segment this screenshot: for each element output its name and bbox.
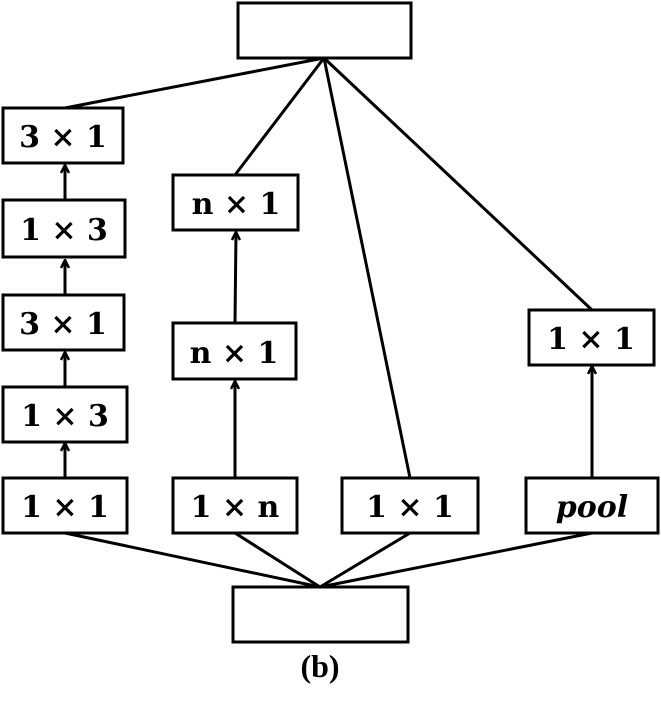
svg-text:1 × 1: 1 × 1 <box>547 322 635 357</box>
edge-input-to-b2 <box>234 531 321 589</box>
input-box <box>231 585 410 644</box>
b2-conv-1xn: 1 × n <box>171 476 299 535</box>
edge-b2-to-output <box>233 57 326 176</box>
edge-input-to-b4 <box>319 531 593 589</box>
svg-text:1 × 3: 1 × 3 <box>21 399 109 434</box>
b3-conv-1x1: 1 × 1 <box>340 476 480 535</box>
edge-input-to-b1 <box>64 531 321 589</box>
b1-conv-1x3-upper: 1 × 3 <box>1 198 127 259</box>
svg-text:1 × 1: 1 × 1 <box>21 490 109 525</box>
edge-b4-to-output <box>322 56 594 312</box>
b1-conv-1x1: 1 × 1 <box>1 476 129 535</box>
svg-text:pool: pool <box>556 490 628 525</box>
b1-conv-3x1-upper: 3 × 1 <box>1 106 125 165</box>
edge-input-to-b3 <box>319 531 411 589</box>
figure-caption: (b) <box>300 648 339 684</box>
svg-text:3 × 1: 3 × 1 <box>19 120 107 155</box>
b1-conv-1x3-lower: 1 × 3 <box>1 385 129 444</box>
b1-conv-3x1-lower: 3 × 1 <box>1 293 126 352</box>
edge-b1-to-output <box>64 56 325 110</box>
svg-text:1 × 1: 1 × 1 <box>366 490 454 525</box>
b2-conv-nx1-upper: n × 1 <box>171 173 300 232</box>
svg-text:n × 1: n × 1 <box>192 187 281 222</box>
edge-b3-to-output <box>322 57 412 479</box>
svg-text:3 × 1: 3 × 1 <box>19 307 107 342</box>
output-box <box>236 1 413 60</box>
arrow-b2-2 <box>235 232 236 324</box>
svg-text:1 × 3: 1 × 3 <box>20 213 108 248</box>
b4-conv-1x1: 1 × 1 <box>527 308 656 367</box>
b2-conv-nx1-lower: n × 1 <box>171 321 298 381</box>
b4-pool: pool <box>524 476 660 535</box>
svg-text:1 × n: 1 × n <box>191 490 280 525</box>
svg-text:n × 1: n × 1 <box>190 336 279 371</box>
